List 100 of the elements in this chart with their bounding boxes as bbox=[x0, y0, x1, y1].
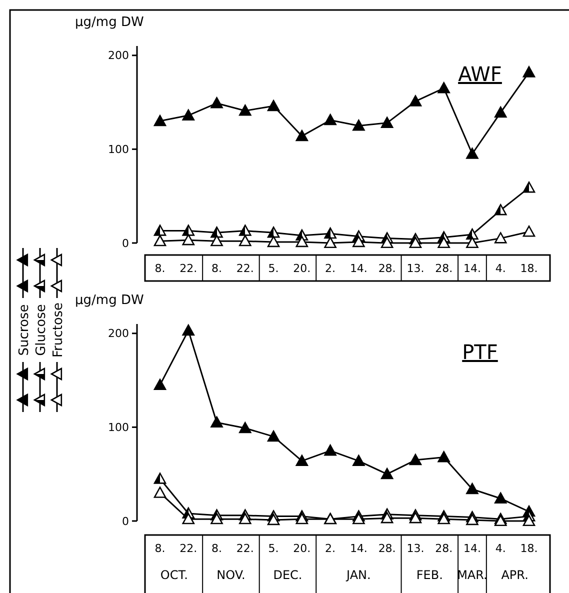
point bbox=[154, 114, 166, 126]
point bbox=[409, 236, 422, 248]
y-axis-title: µg/mg DW bbox=[75, 15, 144, 30]
point bbox=[210, 234, 223, 246]
x-tick-label: 28. bbox=[378, 542, 396, 555]
point bbox=[466, 482, 478, 494]
point bbox=[296, 236, 308, 248]
legend-label: Sucrose bbox=[17, 304, 32, 356]
point bbox=[438, 451, 450, 462]
x-tick-label: 28. bbox=[435, 262, 453, 275]
point bbox=[494, 492, 507, 504]
point bbox=[182, 224, 195, 236]
text: APR. bbox=[501, 568, 528, 582]
x-tick-label: 22. bbox=[236, 262, 254, 275]
x-tick-label: 20. bbox=[293, 542, 311, 555]
point bbox=[210, 416, 223, 428]
x-tick-label: 5. bbox=[268, 542, 279, 555]
x-tick-label: 28. bbox=[378, 262, 396, 275]
text: OCT. bbox=[160, 568, 188, 582]
point bbox=[154, 224, 166, 236]
x-tick-label: 22. bbox=[180, 262, 198, 275]
point bbox=[267, 514, 280, 526]
x-tick-label: 14. bbox=[350, 262, 368, 275]
point bbox=[522, 66, 536, 78]
y-tick-label: 200 bbox=[108, 327, 129, 340]
y-tick-label: 0 bbox=[122, 236, 129, 250]
point bbox=[380, 468, 394, 480]
x-tick-label: 4. bbox=[495, 262, 506, 275]
point bbox=[182, 109, 195, 120]
point bbox=[210, 226, 223, 238]
point bbox=[494, 106, 507, 118]
x-tick-label: 5. bbox=[268, 262, 279, 275]
x-tick-label: 14. bbox=[463, 262, 481, 275]
x-tick-label: 4. bbox=[495, 542, 506, 555]
x-tick-label: 8. bbox=[154, 542, 166, 555]
point bbox=[438, 82, 450, 94]
point bbox=[296, 454, 308, 466]
point bbox=[409, 454, 422, 466]
x-tick-label: 18. bbox=[520, 262, 538, 275]
point bbox=[182, 234, 195, 246]
text: PTF bbox=[462, 340, 498, 364]
x-tick-label: 8. bbox=[212, 542, 222, 555]
point bbox=[324, 444, 336, 456]
point bbox=[466, 228, 478, 240]
point bbox=[380, 116, 394, 128]
point bbox=[522, 182, 536, 193]
point bbox=[352, 512, 365, 524]
point bbox=[466, 514, 478, 526]
text: FEB. bbox=[416, 568, 443, 582]
point bbox=[267, 226, 280, 238]
point bbox=[409, 512, 422, 524]
point bbox=[409, 95, 422, 106]
point bbox=[182, 512, 195, 524]
point bbox=[438, 512, 450, 524]
legend-label: Fructose bbox=[51, 302, 66, 358]
x-tick-label: 28. bbox=[435, 542, 453, 555]
point bbox=[352, 236, 365, 248]
y-tick-label: 0 bbox=[122, 514, 129, 528]
point bbox=[154, 486, 166, 498]
x-tick-label: 2. bbox=[325, 262, 336, 275]
y-tick-label: 200 bbox=[108, 49, 129, 62]
point bbox=[154, 472, 166, 484]
point bbox=[239, 512, 252, 524]
point bbox=[182, 324, 195, 336]
point bbox=[296, 512, 308, 524]
point bbox=[324, 114, 336, 126]
x-tick-label: 18. bbox=[520, 542, 538, 555]
point bbox=[466, 236, 478, 248]
point bbox=[210, 97, 223, 108]
point bbox=[352, 120, 365, 131]
x-tick-label: 13. bbox=[406, 542, 424, 555]
point bbox=[438, 236, 450, 248]
point bbox=[466, 148, 478, 159]
point bbox=[352, 454, 365, 466]
text: JAN. bbox=[346, 568, 371, 582]
point bbox=[239, 234, 252, 246]
point bbox=[154, 234, 166, 246]
x-tick-label: 14. bbox=[350, 542, 368, 555]
x-tick-label: 14. bbox=[463, 542, 481, 555]
y-tick-label: 100 bbox=[108, 421, 129, 434]
point bbox=[267, 236, 280, 248]
point bbox=[154, 378, 166, 390]
point bbox=[239, 422, 252, 434]
legend-label: Glucose bbox=[34, 304, 49, 356]
y-axis-title: µg/mg DW bbox=[75, 293, 144, 308]
point bbox=[494, 204, 507, 216]
point bbox=[267, 100, 280, 112]
point bbox=[522, 514, 536, 526]
x-tick-label: 8. bbox=[212, 262, 222, 275]
point bbox=[324, 236, 336, 248]
x-tick-label: 8. bbox=[154, 262, 166, 275]
text: MAR. bbox=[457, 568, 488, 582]
x-tick-label: 13. bbox=[406, 262, 424, 275]
x-tick-label: 22. bbox=[236, 542, 254, 555]
point bbox=[494, 232, 507, 244]
point bbox=[380, 512, 394, 524]
point bbox=[267, 430, 280, 442]
x-tick-label: 20. bbox=[293, 262, 311, 275]
point bbox=[296, 130, 308, 142]
text: DEC. bbox=[273, 568, 302, 582]
